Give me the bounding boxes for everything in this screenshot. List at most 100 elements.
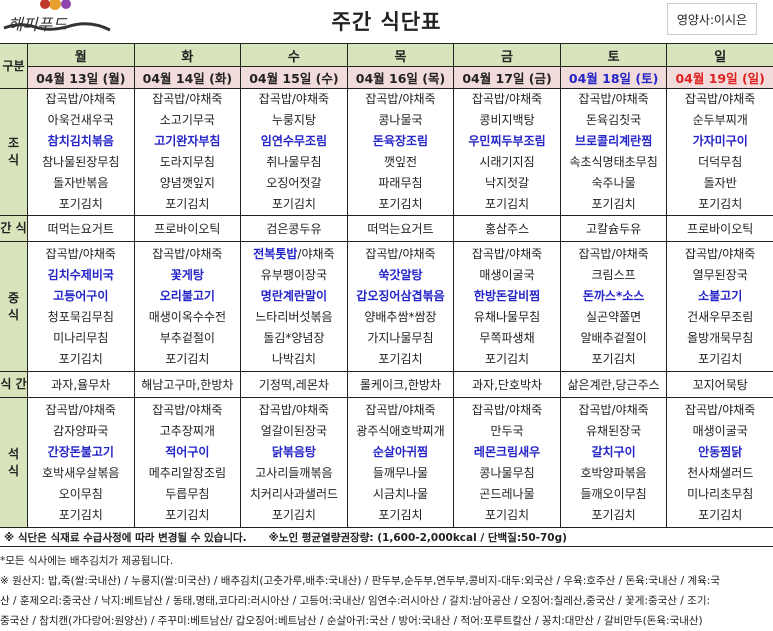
breakfast-cell: 잡곡밥/야채죽 아욱건새우국 참치김치볶음 참나물된장무침 돌자반볶음 포기김치 <box>27 88 135 216</box>
menu-item-text: 잡곡밥/야채죽 <box>578 402 649 417</box>
footnote-line: ※ 원산지: 밥,죽(쌀:국내산) / 누룽지(쌀:미국산) / 배추김치(고춧… <box>0 575 721 587</box>
menu-item: 매생이굴국 <box>667 421 773 442</box>
menu-item-text: 잡곡밥/야채죽 <box>365 246 436 261</box>
menu-item-text: 소고기무국 <box>159 113 215 127</box>
day-row: 구분 월 화 수 목 금 토 일 <box>0 43 773 89</box>
menu-item-text: 가자미구이 <box>692 134 748 148</box>
lunch-label: 중 식 <box>0 241 28 372</box>
menu-item-text: 깻잎전 <box>383 155 418 169</box>
menu-item: 느타리버섯볶음 <box>241 307 347 328</box>
menu-item-suffix: /야채죽 <box>297 246 335 261</box>
menu-item: 잡곡밥/야채죽 <box>348 89 454 110</box>
menu-item-text: 콩비지백탕 <box>479 113 535 127</box>
lunch-cell: 잡곡밥/야채죽 쑥갓알탕 갑오징어삼겹볶음 양배추쌈*쌈장 가지나물무침 포기김치 <box>346 241 455 372</box>
menu-item: 올방개묵무침 <box>667 328 773 349</box>
menu-item-text: 포기김치 <box>591 351 636 366</box>
breakfast-cell: 잡곡밥/야채죽 돈육김칫국 브로콜리계란찜 속초식명태초무침 숙주나물 포기김치 <box>559 88 668 216</box>
menu-item-text: 잡곡밥/야채죽 <box>471 246 543 261</box>
menu-item: 천사채샐러드 <box>667 463 773 484</box>
day-header: 월 <box>27 43 135 67</box>
menu-item-text: 포기김치 <box>484 197 530 211</box>
menu-item: 시금치나물 <box>348 484 454 505</box>
menu-item: 돈육장조림 <box>348 131 454 152</box>
menu-item: 치커리사과샐러드 <box>241 484 347 505</box>
day-header: 수 <box>240 43 348 67</box>
menu-item: 숙주나물 <box>561 173 667 194</box>
menu-item-text: 알배추겉절이 <box>580 330 647 345</box>
menu-item: 잡곡밥/야채죽 <box>348 400 454 421</box>
menu-item: 청포묵김무침 <box>28 307 134 328</box>
menu-item-text: 임연수무조림 <box>260 134 328 148</box>
breakfast-cell: 잡곡밥/야채죽 순두부찌개 가자미구이 더덕무침 돌자반 포기김치 <box>666 88 773 216</box>
menu-item: 잡곡밥/야채죽 <box>28 244 134 265</box>
menu-item-text: 크림스프 <box>591 267 636 282</box>
menu-item-text: 간장돈불고기 <box>47 444 114 459</box>
menu-item: 포기김치 <box>348 505 454 526</box>
breakfast-cell: 잡곡밥/야채죽 누룽지탕 임연수무조림 취나물무침 오징어젓갈 포기김치 <box>240 88 348 216</box>
menu-item: 잡곡밥/야채죽 <box>561 89 667 110</box>
note-row: ※ 식단은 식재료 수급사정에 따라 변경될 수 있습니다. ※노인 평균열량권… <box>0 527 773 547</box>
menu-item-text: 미나리무침 <box>53 330 109 345</box>
menu-item-text: 오이무침 <box>58 486 103 501</box>
menu-item: 레몬크림새우 <box>454 442 560 463</box>
dinner-cell: 잡곡밥/야채죽 매생이굴국 안동찜닭 천사채샐러드 미나리초무침 포기김치 <box>666 397 773 528</box>
menu-item-text: 포기김치 <box>698 507 743 522</box>
menu-item-text: 안동찜닭 <box>698 444 743 459</box>
menu-item-text: 호박새우살볶음 <box>42 465 120 480</box>
menu-item-text: 매생이굴국 <box>479 267 535 282</box>
breakfast-label: 조 식 <box>0 88 28 216</box>
menu-item: 매생이옥수수전 <box>135 307 241 328</box>
menu-item-text: 호박양파볶음 <box>580 465 647 480</box>
menu-item-text: 잡곡밥/야채죽 <box>471 402 543 417</box>
menu-item: 포기김치 <box>667 194 773 215</box>
menu-item: 양념깻잎지 <box>135 173 241 194</box>
menu-item-text: 명란계란말이 <box>260 288 328 303</box>
menu-item-text: 김치수제비국 <box>47 267 114 282</box>
menu-item-text: 돈까스*소스 <box>582 288 645 303</box>
menu-item-text: 시래기지짐 <box>479 155 535 169</box>
menu-item-text: 도라지무침 <box>159 155 215 169</box>
menu-item-text: 잡곡밥/야채죽 <box>152 402 223 417</box>
menu-item: 돌자반 <box>667 173 773 194</box>
snack2-cell: 꼬지어묵탕 <box>666 371 773 398</box>
menu-item: 포기김치 <box>454 349 560 370</box>
menu-item: 만두국 <box>454 421 560 442</box>
menu-item-text: 포기김치 <box>165 351 210 366</box>
dinner-cell: 잡곡밥/야채죽 유채된장국 갈치구이 호박양파볶음 들깨오이무침 포기김치 <box>559 397 668 528</box>
logo: 해피푸드 <box>0 0 120 40</box>
menu-item-text: 돌자반볶음 <box>53 176 109 190</box>
menu-item: 미나리무침 <box>28 328 134 349</box>
menu-item: 포기김치 <box>28 194 134 215</box>
menu-item: 얼갈이된장국 <box>241 421 347 442</box>
menu-item-text: 포기김치 <box>58 507 103 522</box>
menu-item: 가지나물무침 <box>348 328 454 349</box>
date-row: 04월 13일 (월) 04월 14일 (화) 04월 15일 (수) 04월 16일… <box>0 66 773 89</box>
menu-item-text: 포기김치 <box>58 197 103 211</box>
breakfast-cell: 잡곡밥/야채죽 소고기무국 고기완자부침 도라지무침 양념깻잎지 포기김치 <box>133 88 242 216</box>
menu-item-text: 잡곡밥/야채죽 <box>578 246 649 261</box>
menu-item-text: 숙주나물 <box>591 176 636 190</box>
menu-item-text: 느타리버섯볶음 <box>255 309 333 324</box>
lunch-cell: 잡곡밥/야채죽 꽃게탕 오리불고기 매생이옥수수전 부추겉절이 포기김치 <box>133 241 242 372</box>
menu-item-text: 낙지젓갈 <box>484 176 530 190</box>
menu-item: 잡곡밥/야채죽 <box>454 244 560 265</box>
menu-item: 가자미구이 <box>667 131 773 152</box>
menu-item: 한방돈갈비찜 <box>454 286 560 307</box>
menu-item: 잡곡밥/야채죽 <box>28 89 134 110</box>
snack1-cell: 떠먹는요거트 <box>27 215 135 242</box>
snack1-cell: 프로바이오틱 <box>133 215 242 242</box>
menu-item-text: 잡곡밥/야채죽 <box>45 402 116 417</box>
menu-item-text: 포기김치 <box>378 197 423 211</box>
menu-item-text: 고사리들깨볶음 <box>255 465 333 480</box>
footnote-line: *모든 식사에는 배추김치가 제공됩니다. <box>0 555 174 567</box>
menu-item: 잡곡밥/야채죽 <box>28 400 134 421</box>
menu-item: 오리불고기 <box>135 286 241 307</box>
menu-item: 적어구이 <box>135 442 241 463</box>
snack1-cell: 검은콩두유 <box>240 215 348 242</box>
day-header: 목 <box>346 43 455 67</box>
dinner-cell: 잡곡밥/야채죽 만두국 레몬크림새우 콩나물무침 곤드레나물 포기김치 <box>453 397 561 528</box>
menu-item: 포기김치 <box>135 505 241 526</box>
menu-item: 더덕무침 <box>667 152 773 173</box>
date-header: 04월 14일 (화) <box>133 66 242 89</box>
dietitian-label: 영양사:이시은 <box>667 3 757 35</box>
